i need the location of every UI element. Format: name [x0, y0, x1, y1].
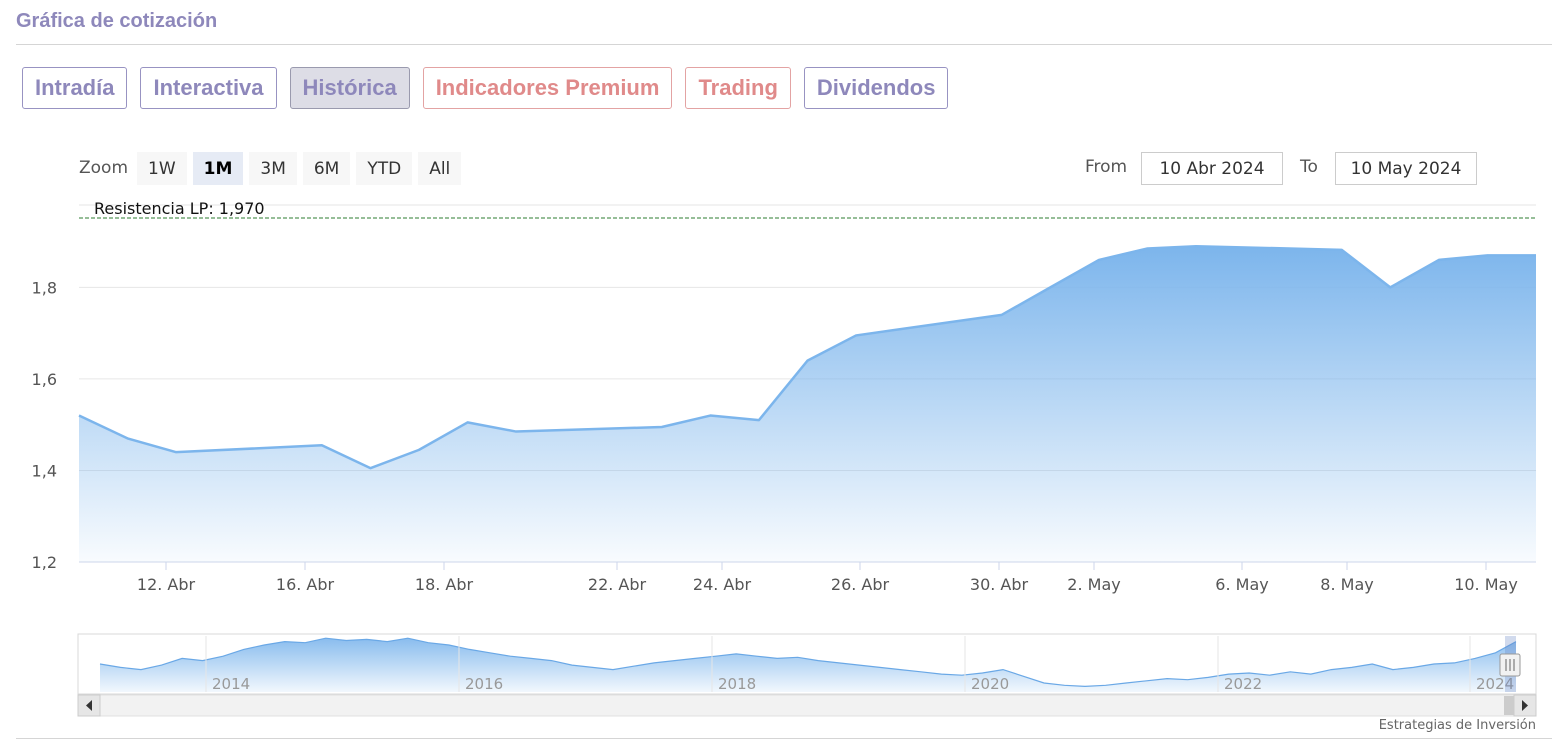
x-tick-label: 22. Abr: [588, 575, 647, 594]
x-tick-label: 2. May: [1067, 575, 1120, 594]
x-tick-label: 8. May: [1320, 575, 1373, 594]
chart-type-tabs: Intradía Interactiva Histórica Indicador…: [22, 67, 949, 109]
navigator-line: [99, 637, 1517, 688]
tab-historica[interactable]: Histórica: [289, 67, 410, 109]
tab-interactiva[interactable]: Interactiva: [140, 67, 277, 109]
zoom-buttons: 1W 1M 3M 6M YTD All: [137, 152, 462, 185]
navigator-tick-label: 2014: [212, 675, 250, 693]
zoom-1w-button[interactable]: 1W: [137, 152, 187, 185]
navigator-tick-label: 2018: [718, 675, 756, 693]
resistance-label: Resistencia LP: 1,970: [94, 199, 265, 218]
price-line: [78, 244, 1536, 470]
x-tick-label: 6. May: [1215, 575, 1268, 594]
y-tick-label: 1,8: [32, 278, 57, 297]
price-area: [79, 246, 1536, 562]
zoom-6m-button[interactable]: 6M: [302, 152, 351, 185]
range-from-label: From: [1085, 157, 1128, 177]
range-from-input[interactable]: [1141, 152, 1283, 185]
scrollbar-track: [77, 694, 1537, 717]
y-tick-label: 1,6: [32, 370, 57, 389]
zoom-ytd-button[interactable]: YTD: [356, 152, 413, 185]
x-tick-label: 24. Abr: [693, 575, 752, 594]
title-divider: [16, 44, 1552, 45]
tab-trading[interactable]: Trading: [685, 67, 791, 109]
bottom-divider: [16, 738, 1552, 739]
navigator-area: [100, 638, 1516, 692]
scrollbar-right-arrow-icon: [1522, 700, 1528, 711]
scrollbar-thumb: [1504, 696, 1514, 715]
navigator-tick-label: 2016: [465, 675, 503, 693]
range-to-input[interactable]: [1335, 152, 1477, 185]
x-tick-label: 16. Abr: [276, 575, 335, 594]
y-tick-label: 1,4: [32, 461, 57, 480]
zoom-1m-button[interactable]: 1M: [192, 152, 244, 185]
page-title: Gráfica de cotización: [16, 10, 218, 32]
navigator-tick-label: 2024: [1476, 675, 1514, 693]
navigator-tick-label: 2022: [1224, 675, 1262, 693]
tab-indicadores-premium[interactable]: Indicadores Premium: [422, 67, 673, 109]
tab-intradia[interactable]: Intradía: [22, 67, 128, 109]
zoom-all-button[interactable]: All: [418, 152, 462, 185]
x-tick-label: 26. Abr: [831, 575, 890, 594]
navigator-tick-label: 2020: [971, 675, 1009, 693]
x-tick-label: 30. Abr: [970, 575, 1029, 594]
scrollbar-left-arrow-icon: [86, 700, 92, 711]
tab-dividendos[interactable]: Dividendos: [803, 67, 949, 109]
x-tick-label: 10. May: [1454, 575, 1518, 594]
chart-credit: Estrategias de Inversión: [1378, 718, 1536, 733]
y-tick-label: 1,2: [32, 553, 57, 572]
zoom-label: Zoom: [79, 158, 129, 178]
range-to-label: To: [1300, 157, 1318, 177]
x-tick-label: 18. Abr: [415, 575, 474, 594]
x-tick-label: 12. Abr: [137, 575, 196, 594]
zoom-3m-button[interactable]: 3M: [249, 152, 297, 185]
